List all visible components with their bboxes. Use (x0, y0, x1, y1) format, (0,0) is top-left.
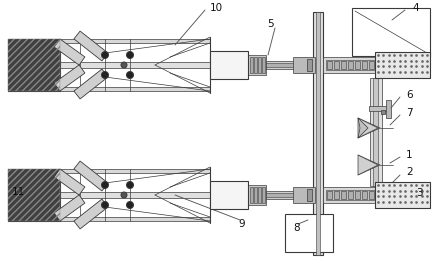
Bar (262, 187, 265, 203)
Bar (210, 51, 248, 79)
Polygon shape (54, 195, 85, 221)
Bar (258, 57, 261, 73)
Polygon shape (358, 155, 378, 175)
Bar (248, 64, 290, 66)
Bar (369, 106, 389, 111)
Bar (362, 191, 367, 199)
Bar (375, 74, 430, 78)
Bar (248, 194, 290, 197)
Bar (248, 55, 266, 75)
Bar (254, 57, 257, 73)
Circle shape (101, 202, 109, 209)
Text: 7: 7 (406, 108, 412, 118)
Bar (327, 61, 332, 69)
Bar (375, 52, 430, 56)
Bar (266, 191, 313, 199)
Bar (348, 191, 353, 199)
Bar (58, 87, 210, 91)
Bar (369, 191, 374, 199)
Text: 1: 1 (406, 150, 412, 160)
Bar (8, 169, 60, 221)
Bar (341, 191, 346, 199)
Bar (375, 182, 430, 208)
Circle shape (127, 52, 133, 58)
Bar (266, 63, 313, 67)
Bar (355, 191, 360, 199)
Bar (386, 100, 391, 118)
Bar (348, 61, 353, 69)
Text: 2: 2 (406, 167, 412, 177)
Bar (355, 61, 360, 69)
Circle shape (101, 52, 109, 58)
Bar (58, 169, 210, 173)
Bar (316, 12, 320, 255)
Bar (258, 187, 261, 203)
Bar (370, 78, 382, 186)
Bar (266, 61, 313, 69)
Polygon shape (54, 169, 85, 195)
Bar (375, 204, 430, 208)
Bar (248, 192, 290, 198)
Bar (58, 217, 210, 221)
Bar (210, 181, 248, 209)
Bar (327, 191, 332, 199)
Circle shape (127, 182, 133, 189)
Circle shape (101, 72, 109, 78)
Circle shape (101, 182, 109, 189)
Bar (58, 62, 210, 68)
Bar (285, 214, 333, 252)
Bar (313, 12, 323, 255)
Polygon shape (74, 161, 108, 191)
Bar (8, 39, 60, 91)
Bar (334, 61, 339, 69)
Polygon shape (358, 118, 378, 138)
Bar (58, 39, 210, 43)
Bar (323, 57, 378, 73)
Circle shape (121, 192, 127, 198)
Bar (250, 187, 253, 203)
Polygon shape (54, 65, 85, 91)
Bar (254, 187, 257, 203)
Bar (250, 57, 253, 73)
Text: 5: 5 (268, 19, 274, 29)
Bar (8, 39, 60, 91)
Bar (307, 189, 312, 201)
Bar (58, 192, 210, 198)
Polygon shape (74, 199, 108, 229)
Circle shape (121, 62, 127, 68)
Polygon shape (358, 118, 368, 138)
Bar (326, 190, 375, 200)
Bar (373, 78, 378, 186)
Text: 6: 6 (406, 90, 412, 100)
Text: 11: 11 (12, 187, 25, 197)
Bar (369, 61, 374, 69)
Bar (8, 169, 60, 221)
Bar (323, 187, 378, 203)
Circle shape (127, 202, 133, 209)
Text: 4: 4 (412, 3, 419, 13)
Polygon shape (54, 39, 85, 65)
Bar (334, 191, 339, 199)
Bar (293, 57, 315, 73)
Bar (293, 187, 315, 203)
Text: 8: 8 (293, 223, 299, 233)
Text: 10: 10 (210, 3, 223, 13)
Bar (381, 110, 385, 114)
Polygon shape (74, 31, 108, 61)
Bar (375, 52, 430, 78)
Bar (326, 60, 375, 70)
Bar (262, 57, 265, 73)
Bar (375, 182, 430, 186)
Bar (352, 8, 430, 56)
Bar (248, 185, 266, 205)
Bar (307, 59, 312, 71)
Text: 3: 3 (416, 188, 423, 198)
Text: 9: 9 (238, 219, 245, 229)
Bar (362, 61, 367, 69)
Bar (266, 193, 313, 197)
Circle shape (127, 72, 133, 78)
Polygon shape (74, 69, 108, 99)
Bar (248, 62, 290, 68)
Bar (341, 61, 346, 69)
